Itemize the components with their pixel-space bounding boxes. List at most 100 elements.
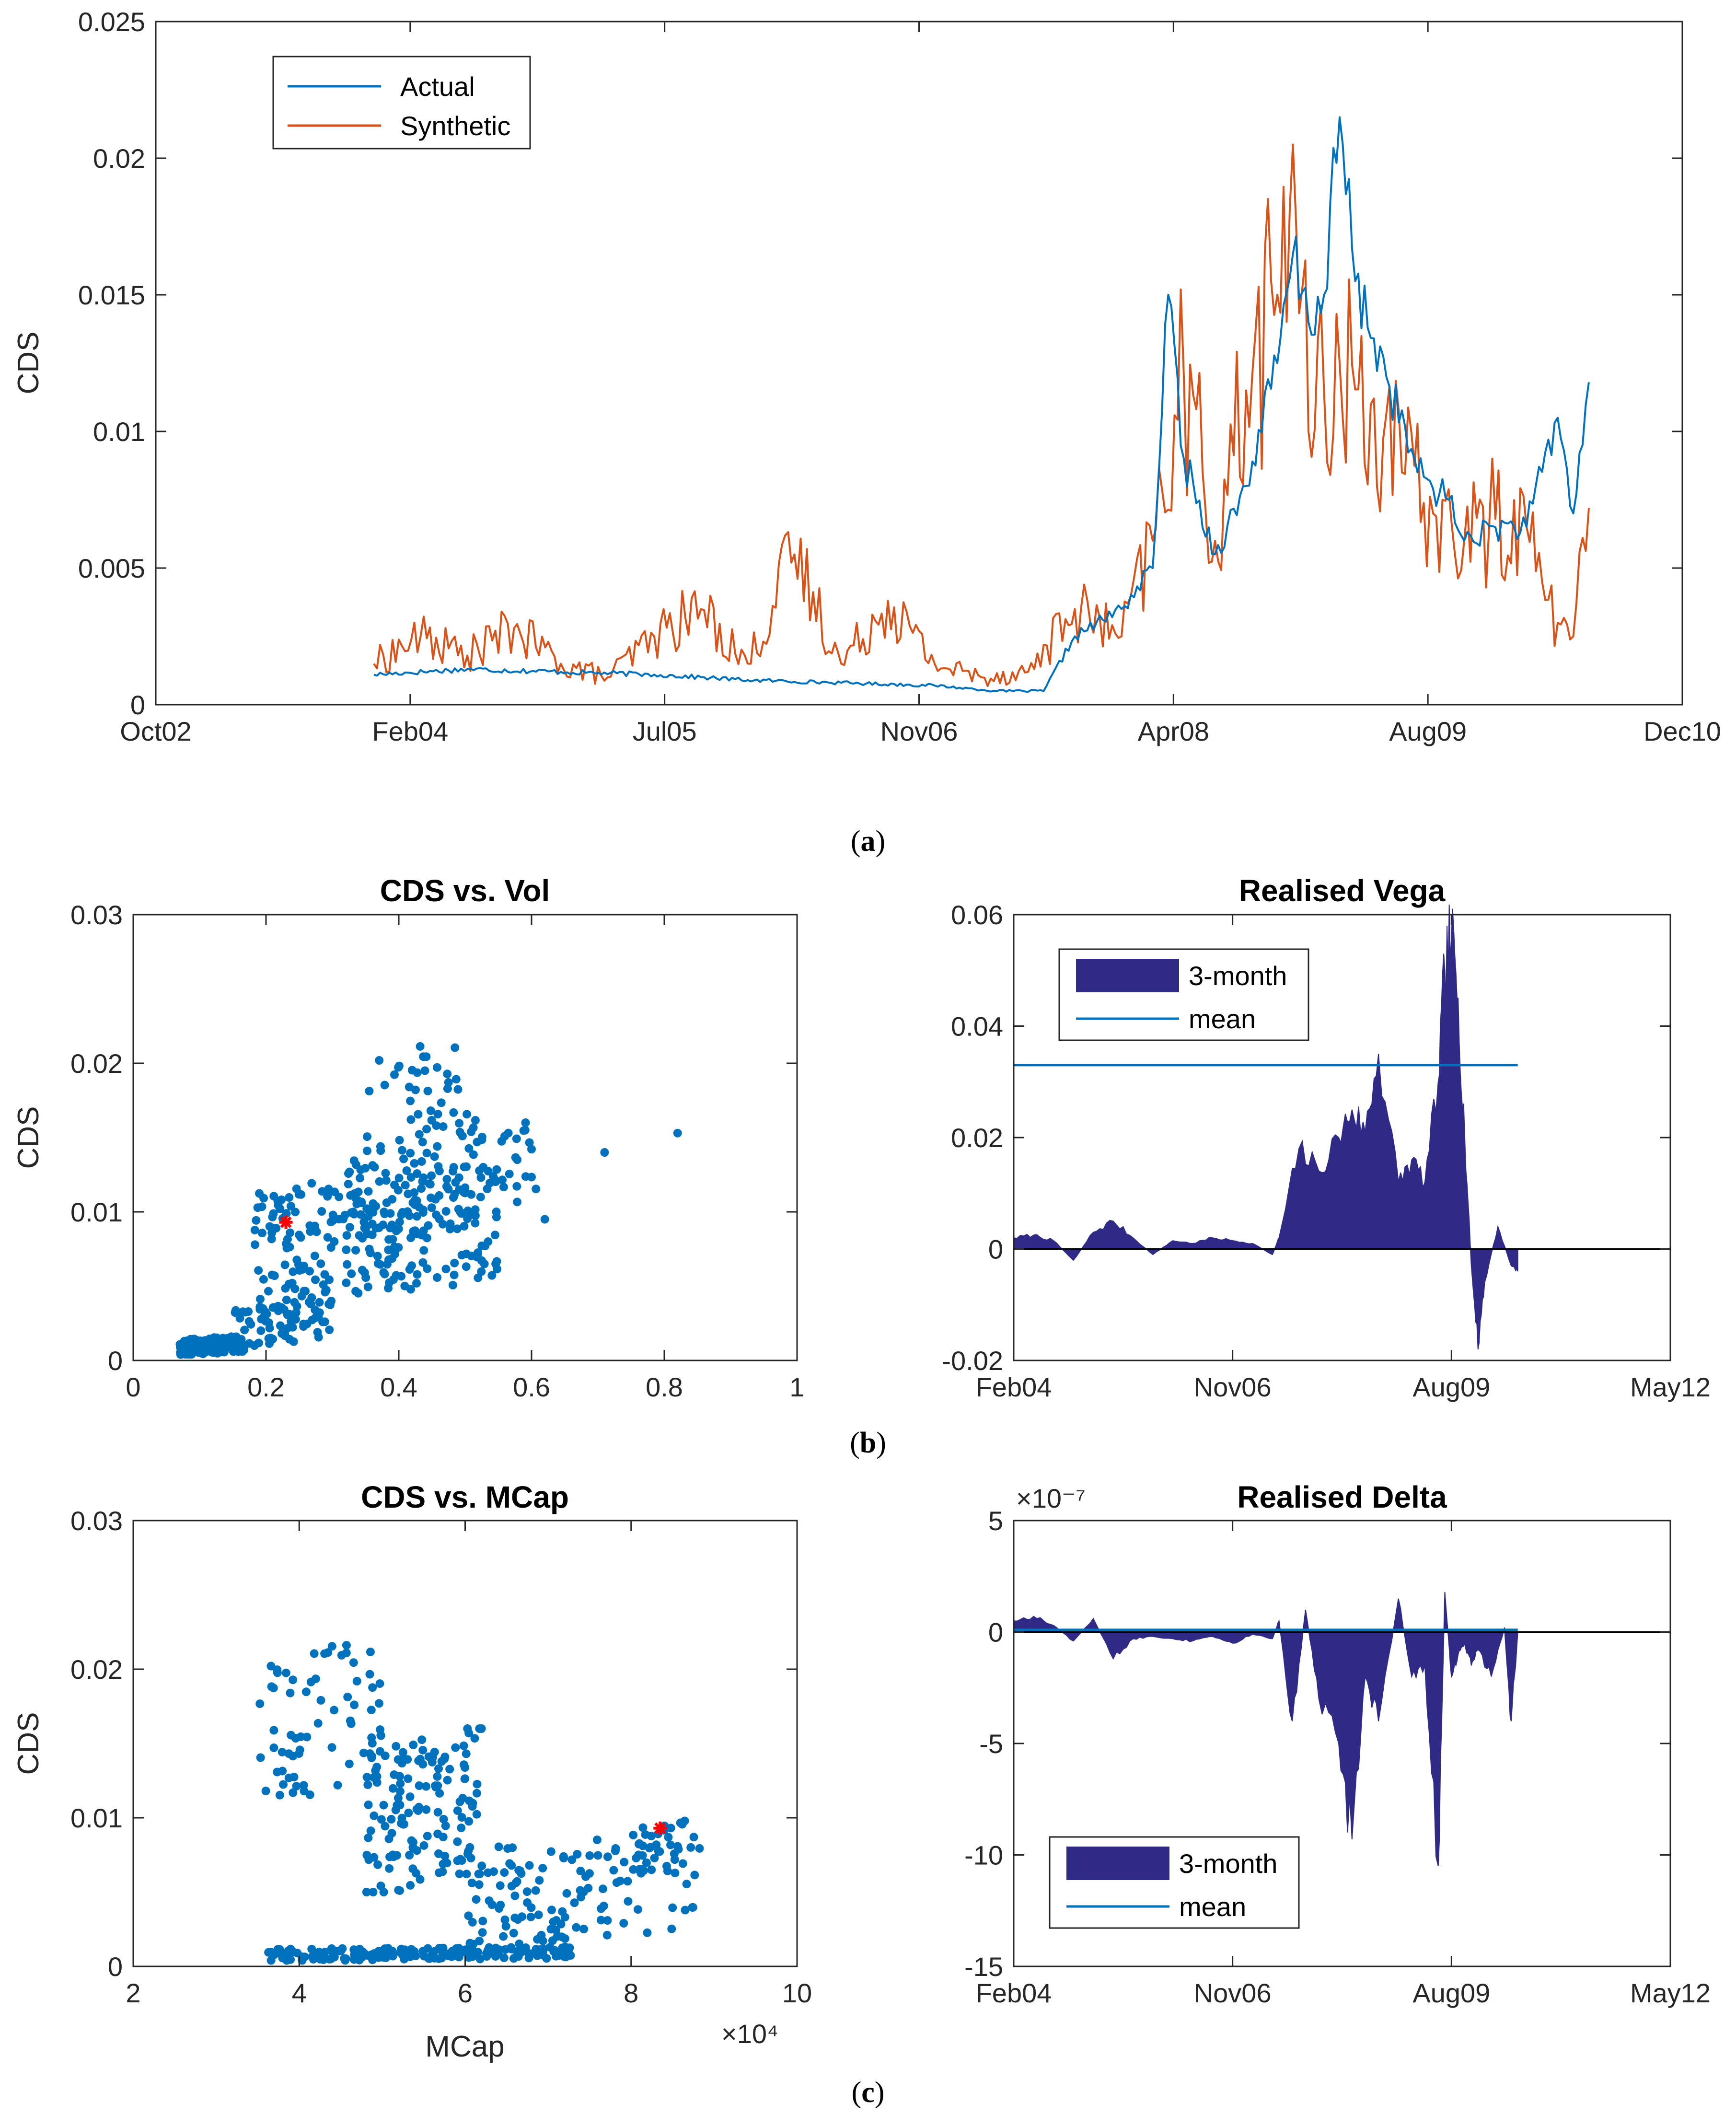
scatter-point-b-left-215 <box>289 1337 298 1346</box>
scatter-point-c-left-340 <box>385 1852 394 1861</box>
scatter-point-c-left-504 <box>475 1937 484 1945</box>
scatter-point-c-left-269 <box>342 1641 351 1650</box>
scatter-point-b-left-277 <box>312 1227 321 1236</box>
scatter-point-b-left-417 <box>316 1259 325 1268</box>
scatter-point-c-left-405 <box>470 1734 479 1743</box>
scatter-point-c-left-310 <box>419 1841 428 1850</box>
scatter-point-b-left-390 <box>394 1174 404 1183</box>
y-tick-label-b-left-1: 0.01 <box>70 1197 123 1227</box>
area-series-3month-c-right <box>1013 1592 1518 1867</box>
scatter-point-b-left-381 <box>400 1281 409 1290</box>
scatter-point-b-left-395 <box>360 1268 369 1277</box>
scatter-point-c-left-537 <box>496 1900 505 1909</box>
scatter-point-b-left-547 <box>368 1161 377 1170</box>
scatter-point-c-left-289 <box>362 1888 371 1896</box>
scatter-point-c-left-408 <box>398 1748 407 1757</box>
scatter-point-b-left-264 <box>419 1246 428 1255</box>
scatter-point-b-left-500 <box>525 1138 534 1147</box>
scatter-point-c-left-557 <box>662 1861 671 1871</box>
scatter-point-c-left-195 <box>327 1944 336 1953</box>
scatter-point-b-left-541 <box>433 1142 442 1151</box>
scatter-point-c-left-554 <box>637 1869 646 1878</box>
scatter-point-c-left-367 <box>472 1810 481 1819</box>
scatter-point-b-left-325 <box>282 1243 291 1253</box>
x-tick-label-c-left-3: 8 <box>624 1978 638 2008</box>
scatter-point-b-left-532 <box>364 1212 373 1221</box>
y-tick-label-b-right-1: 0 <box>988 1234 1003 1265</box>
scatter-point-b-left-313 <box>363 1282 372 1291</box>
x-tick-label-a-4: Apr08 <box>1138 716 1209 746</box>
scatter-point-c-left-379 <box>433 1808 442 1817</box>
caption-c: (c) <box>852 2076 885 2109</box>
scatter-point-c-left-224 <box>267 1682 276 1691</box>
scatter-point-b-left-214 <box>290 1298 299 1307</box>
scatter-point-b-left-389 <box>259 1275 268 1284</box>
scatter-point-b-left-392 <box>433 1273 442 1282</box>
scatter-point-b-left-546 <box>512 1182 521 1191</box>
scatter-point-b-left-352 <box>265 1222 274 1231</box>
scatter-point-b-left-575 <box>413 1068 422 1077</box>
scatter-point-b-left-549 <box>477 1132 486 1141</box>
scatter-point-c-left-514 <box>478 1928 487 1937</box>
scatter-point-c-left-378 <box>422 1782 430 1791</box>
scatter-point-b-left-311 <box>307 1179 316 1188</box>
scatter-point-c-left-261 <box>337 1650 346 1660</box>
scatter-point-c-left-200 <box>255 1699 265 1708</box>
scatter-point-c-left-338 <box>439 1814 448 1824</box>
scatter-point-b-left-217 <box>264 1318 273 1327</box>
scatter-point-b-left-573 <box>471 1116 480 1125</box>
legend-swatch-3month-b <box>1076 959 1179 992</box>
scatter-point-c-left-494 <box>526 1912 535 1921</box>
scatter-point-c-left-519 <box>552 1916 561 1925</box>
scatter-point-b-left-520 <box>521 1126 530 1135</box>
scatter-point-c-left-226 <box>367 1706 376 1715</box>
scatter-point-c-left-531 <box>546 1925 556 1934</box>
scatter-point-b-left-272 <box>490 1231 499 1240</box>
scatter-point-b-left-399 <box>256 1295 265 1303</box>
scatter-point-b-left-449 <box>492 1207 501 1216</box>
scatter-point-c-left-455 <box>667 1924 676 1933</box>
scatter-point-c-left-208 <box>352 1677 361 1685</box>
scatter-point-c-left-434 <box>598 1884 607 1894</box>
scatter-point-c-left-199 <box>372 1951 381 1960</box>
scatter-point-c-left-433 <box>623 1877 632 1886</box>
scatter-point-c-left-178 <box>536 1945 545 1954</box>
scatter-point-c-left-339 <box>465 1796 474 1805</box>
scatter-point-c-left-425 <box>603 1852 612 1861</box>
legend-swatch-3month-c <box>1066 1847 1169 1880</box>
legend-c-right: 3-month mean <box>1049 1836 1300 1929</box>
scatter-point-b-left-497 <box>397 1146 406 1155</box>
scatter-point-b-left-216 <box>276 1321 285 1330</box>
scatter-point-c-left-220 <box>278 1766 287 1776</box>
scatter-point-c-left-109 <box>430 1953 439 1963</box>
scatter-point-b-left-448 <box>330 1187 339 1197</box>
scatter-point-b-left-256 <box>282 1295 291 1304</box>
scatter-point-c-left-328 <box>462 1749 471 1758</box>
scatter-point-c-left-511 <box>585 1869 594 1878</box>
scatter-point-b-left-378 <box>269 1209 278 1218</box>
scatter-point-b-left-445 <box>300 1287 309 1296</box>
scatter-point-c-left-290 <box>443 1776 452 1785</box>
scatter-point-b-left-211 <box>311 1305 320 1314</box>
scatter-point-c-left-262 <box>294 1749 303 1758</box>
scatter-point-c-left-168 <box>555 1949 564 1958</box>
scatter-point-b-left-394 <box>291 1208 300 1217</box>
scatter-point-c-left-202 <box>343 1693 352 1701</box>
scatter-point-c-left-399 <box>440 1851 450 1860</box>
scatter-point-b-left-591 <box>422 1125 431 1134</box>
scatter-point-c-left-361 <box>415 1781 424 1790</box>
xlabel-c-left: MCap <box>425 2030 504 2063</box>
scatter-point-b-left-539 <box>475 1166 484 1175</box>
scatter-point-c-left-384 <box>459 1760 468 1769</box>
scatter-point-c-left-518 <box>500 1915 509 1924</box>
scatter-point-b-left-482 <box>401 1181 410 1190</box>
scatter-point-c-left-333 <box>461 1774 469 1783</box>
scatter-point-b-left-503 <box>469 1210 478 1220</box>
scatter-point-c-left-539 <box>686 1843 695 1852</box>
scatter-point-b-left-514 <box>363 1132 371 1141</box>
scatter-point-c-left-501 <box>507 1861 516 1870</box>
scatter-point-c-left-488 <box>596 1916 605 1925</box>
scatter-point-b-left-141 <box>184 1340 193 1349</box>
scatter-point-b-left-543 <box>435 1214 444 1223</box>
scatter-point-b-left-296 <box>310 1251 319 1260</box>
